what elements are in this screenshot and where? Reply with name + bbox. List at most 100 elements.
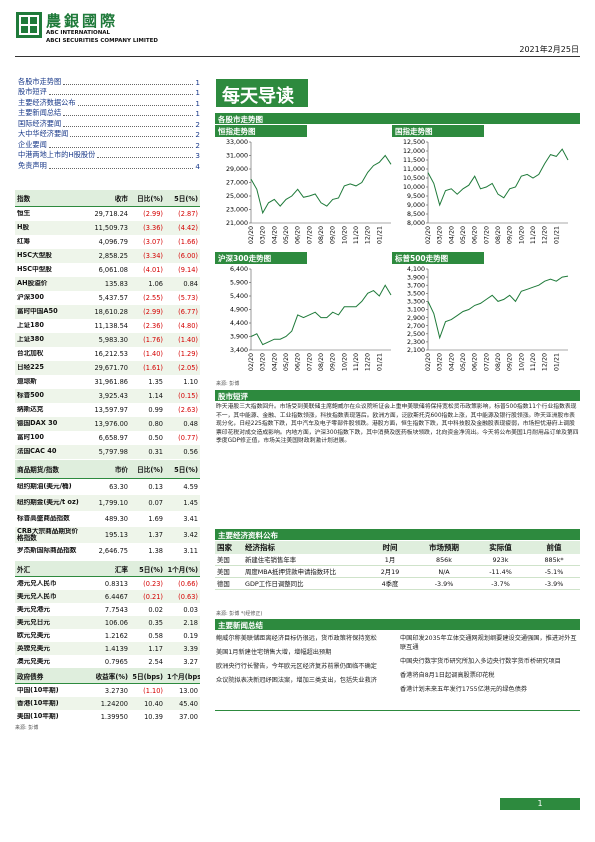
toc-page: 3	[195, 151, 200, 160]
econ-cell: 新建住宅销售年率	[245, 556, 297, 564]
value-cell: (3.07)	[143, 238, 163, 246]
value-cell: 1.24200	[100, 699, 128, 708]
x-tick-label: 05/20	[283, 353, 290, 371]
econ-cell: N/A	[438, 567, 450, 576]
econ-cell: -3.7%	[491, 579, 510, 588]
value-cell: 13,976.00	[94, 420, 128, 428]
x-tick-label: 03/20	[437, 353, 444, 371]
y-tick-label: 9,500	[407, 193, 425, 200]
line-chart: 恒指走势图 21,000 23,000 25,000 27,000 29,000 31,00…	[215, 125, 392, 244]
value-cell: 0.07	[148, 499, 163, 507]
econ-cell: 德国	[217, 580, 230, 588]
table-header: 国家 经济指标 时间 市场预期 实际值 前值	[215, 541, 580, 554]
table-row: 标普500 3,925.43 1.14 (0.15)	[15, 389, 200, 403]
logo-cn: 農銀國際	[46, 12, 119, 30]
x-tick-label: 06/20	[295, 353, 302, 371]
header-cell: 时间	[382, 543, 398, 552]
table-row: 中国(10年期) 3.2730 (1.10) 13.00	[15, 684, 200, 697]
y-tick-label: 12,000	[403, 148, 425, 155]
line-series	[427, 148, 569, 207]
header-cell: 前值	[546, 543, 562, 552]
name-cell: 道琼斯	[17, 378, 37, 386]
name-cell: 法国CAC 40	[17, 448, 57, 456]
value-cell: 6,658.97	[98, 434, 128, 442]
news-item: 鲍威尔称美联储距离经济目标仍很远，货币政策将保持宽松	[216, 635, 377, 642]
table-row: 纳斯达克 13,597.97 0.99 (2.63)	[15, 403, 200, 417]
value-cell: 13.00	[179, 686, 198, 695]
name-cell: 纳斯达克	[17, 406, 44, 414]
toc-leader	[63, 125, 194, 127]
x-tick-label: 07/20	[306, 226, 313, 244]
source: 来源: 彭博	[216, 381, 240, 387]
econ-cell: 周度MBA抵押贷款申请指数环比	[245, 568, 336, 576]
chart-title-bg	[215, 125, 307, 137]
y-tick-label: 10,500	[403, 175, 425, 182]
value-cell: 29,718.24	[94, 210, 128, 218]
value-cell: 195.13	[104, 531, 128, 539]
value-cell: 3,925.43	[98, 392, 128, 400]
source: 来源: 彭博 *(经修正)	[216, 611, 263, 617]
toc-leader	[97, 157, 194, 158]
table-row: 法国CAC 40 5,797.98 0.31 0.56	[15, 445, 200, 459]
news-item: 众议院拟表决新冠纾困法案，增加三类支出，包括失业救济	[216, 677, 377, 684]
news-item: 香港计划未来五年发行1755亿港元的绿色债券	[400, 686, 528, 693]
value-cell: 2.54	[148, 657, 163, 666]
toc-item: 国际经济要闻 2	[18, 118, 200, 129]
chart-title-bg	[215, 252, 307, 264]
value-cell: 1.45	[183, 499, 198, 507]
table-row: HSC中型股 6,061.08 (4.01) (9.14)	[15, 263, 200, 277]
toc-page: 4	[195, 161, 200, 171]
table-row: 美国 新建住宅销售年率 1月 856k 923k 885k*	[215, 554, 580, 566]
rule	[15, 56, 580, 57]
x-tick-label: 05/20	[283, 226, 290, 244]
value-cell: (4.01)	[143, 266, 163, 274]
data-table: 指数 收市 日比(%) 5日(%) 恒生 29,718.24 (2.99) (2.87) H股 1…	[15, 190, 200, 459]
chart-title: 沪深300走势图	[218, 253, 272, 263]
x-tick-label: 10/20	[341, 353, 348, 371]
toc-page: 1	[195, 88, 200, 97]
table-row: 红筹 4,096.79 (3.07) (1.66)	[15, 235, 200, 249]
header-cell: 日比(%)	[137, 195, 163, 203]
y-tick-label: 2,300	[407, 339, 425, 346]
x-tick-label: 07/20	[483, 226, 490, 244]
news-column: 中国印发2035年立体交通网规划纲要建设交通强国，推进对外互联互通 中国央行数字货…	[400, 634, 578, 699]
x-tick-label: 04/20	[448, 226, 455, 244]
y-tick-label: 3,100	[407, 307, 425, 314]
main-title: 每天导读	[216, 79, 308, 107]
value-cell: 31,961.86	[94, 378, 128, 386]
econ-cell: 美国	[217, 568, 230, 576]
value-cell: 18,610.28	[94, 308, 128, 316]
value-cell: 3.27	[183, 657, 198, 666]
value-cell: 1.06	[148, 280, 163, 288]
x-tick-label: 06/20	[295, 226, 302, 244]
x-tick-label: 01/21	[376, 226, 383, 244]
toc-leader	[63, 83, 194, 85]
toc-leader	[48, 146, 194, 148]
table-header: 指数 收市 日比(%) 5日(%)	[15, 190, 200, 207]
news-item: 欧洲央行行长警告，今年欧元区经济复苏前景仍面临不确定	[216, 663, 377, 670]
chart-title: 标普500走势图	[394, 253, 449, 263]
x-tick-label: 08/20	[318, 226, 325, 244]
table-row: 日经225 29,671.70 (1.61) (2.05)	[15, 361, 200, 375]
value-cell: 0.99	[148, 406, 163, 414]
table-row: 澳元兑美元 0.7965 2.54 3.27	[15, 655, 200, 668]
x-tick-label: 11/20	[530, 353, 537, 371]
line-series	[250, 284, 392, 346]
table-row: 欧元兑美元 1.2162 0.58 0.19	[15, 629, 200, 642]
name-cell: 欧元兑美元	[17, 631, 50, 639]
y-tick-label: 25,000	[226, 193, 248, 200]
name-cell: 香港(10年期)	[17, 699, 59, 707]
y-tick-label: 4,100	[407, 266, 425, 273]
toc-leader	[70, 136, 194, 137]
value-cell: 11,509.73	[94, 224, 128, 232]
header-cell: 日比(%)	[137, 466, 163, 474]
value-cell: 1.17	[148, 644, 163, 653]
value-cell: (0.63)	[178, 592, 198, 601]
value-cell: 6,061.08	[98, 266, 128, 274]
y-tick-label: 5,900	[230, 280, 248, 287]
value-cell: 45.40	[179, 699, 198, 708]
value-cell: 0.03	[183, 605, 198, 614]
name-cell: 美元兑港元	[17, 605, 50, 613]
value-cell: (6.77)	[178, 308, 198, 316]
value-cell: 0.31	[148, 448, 163, 456]
